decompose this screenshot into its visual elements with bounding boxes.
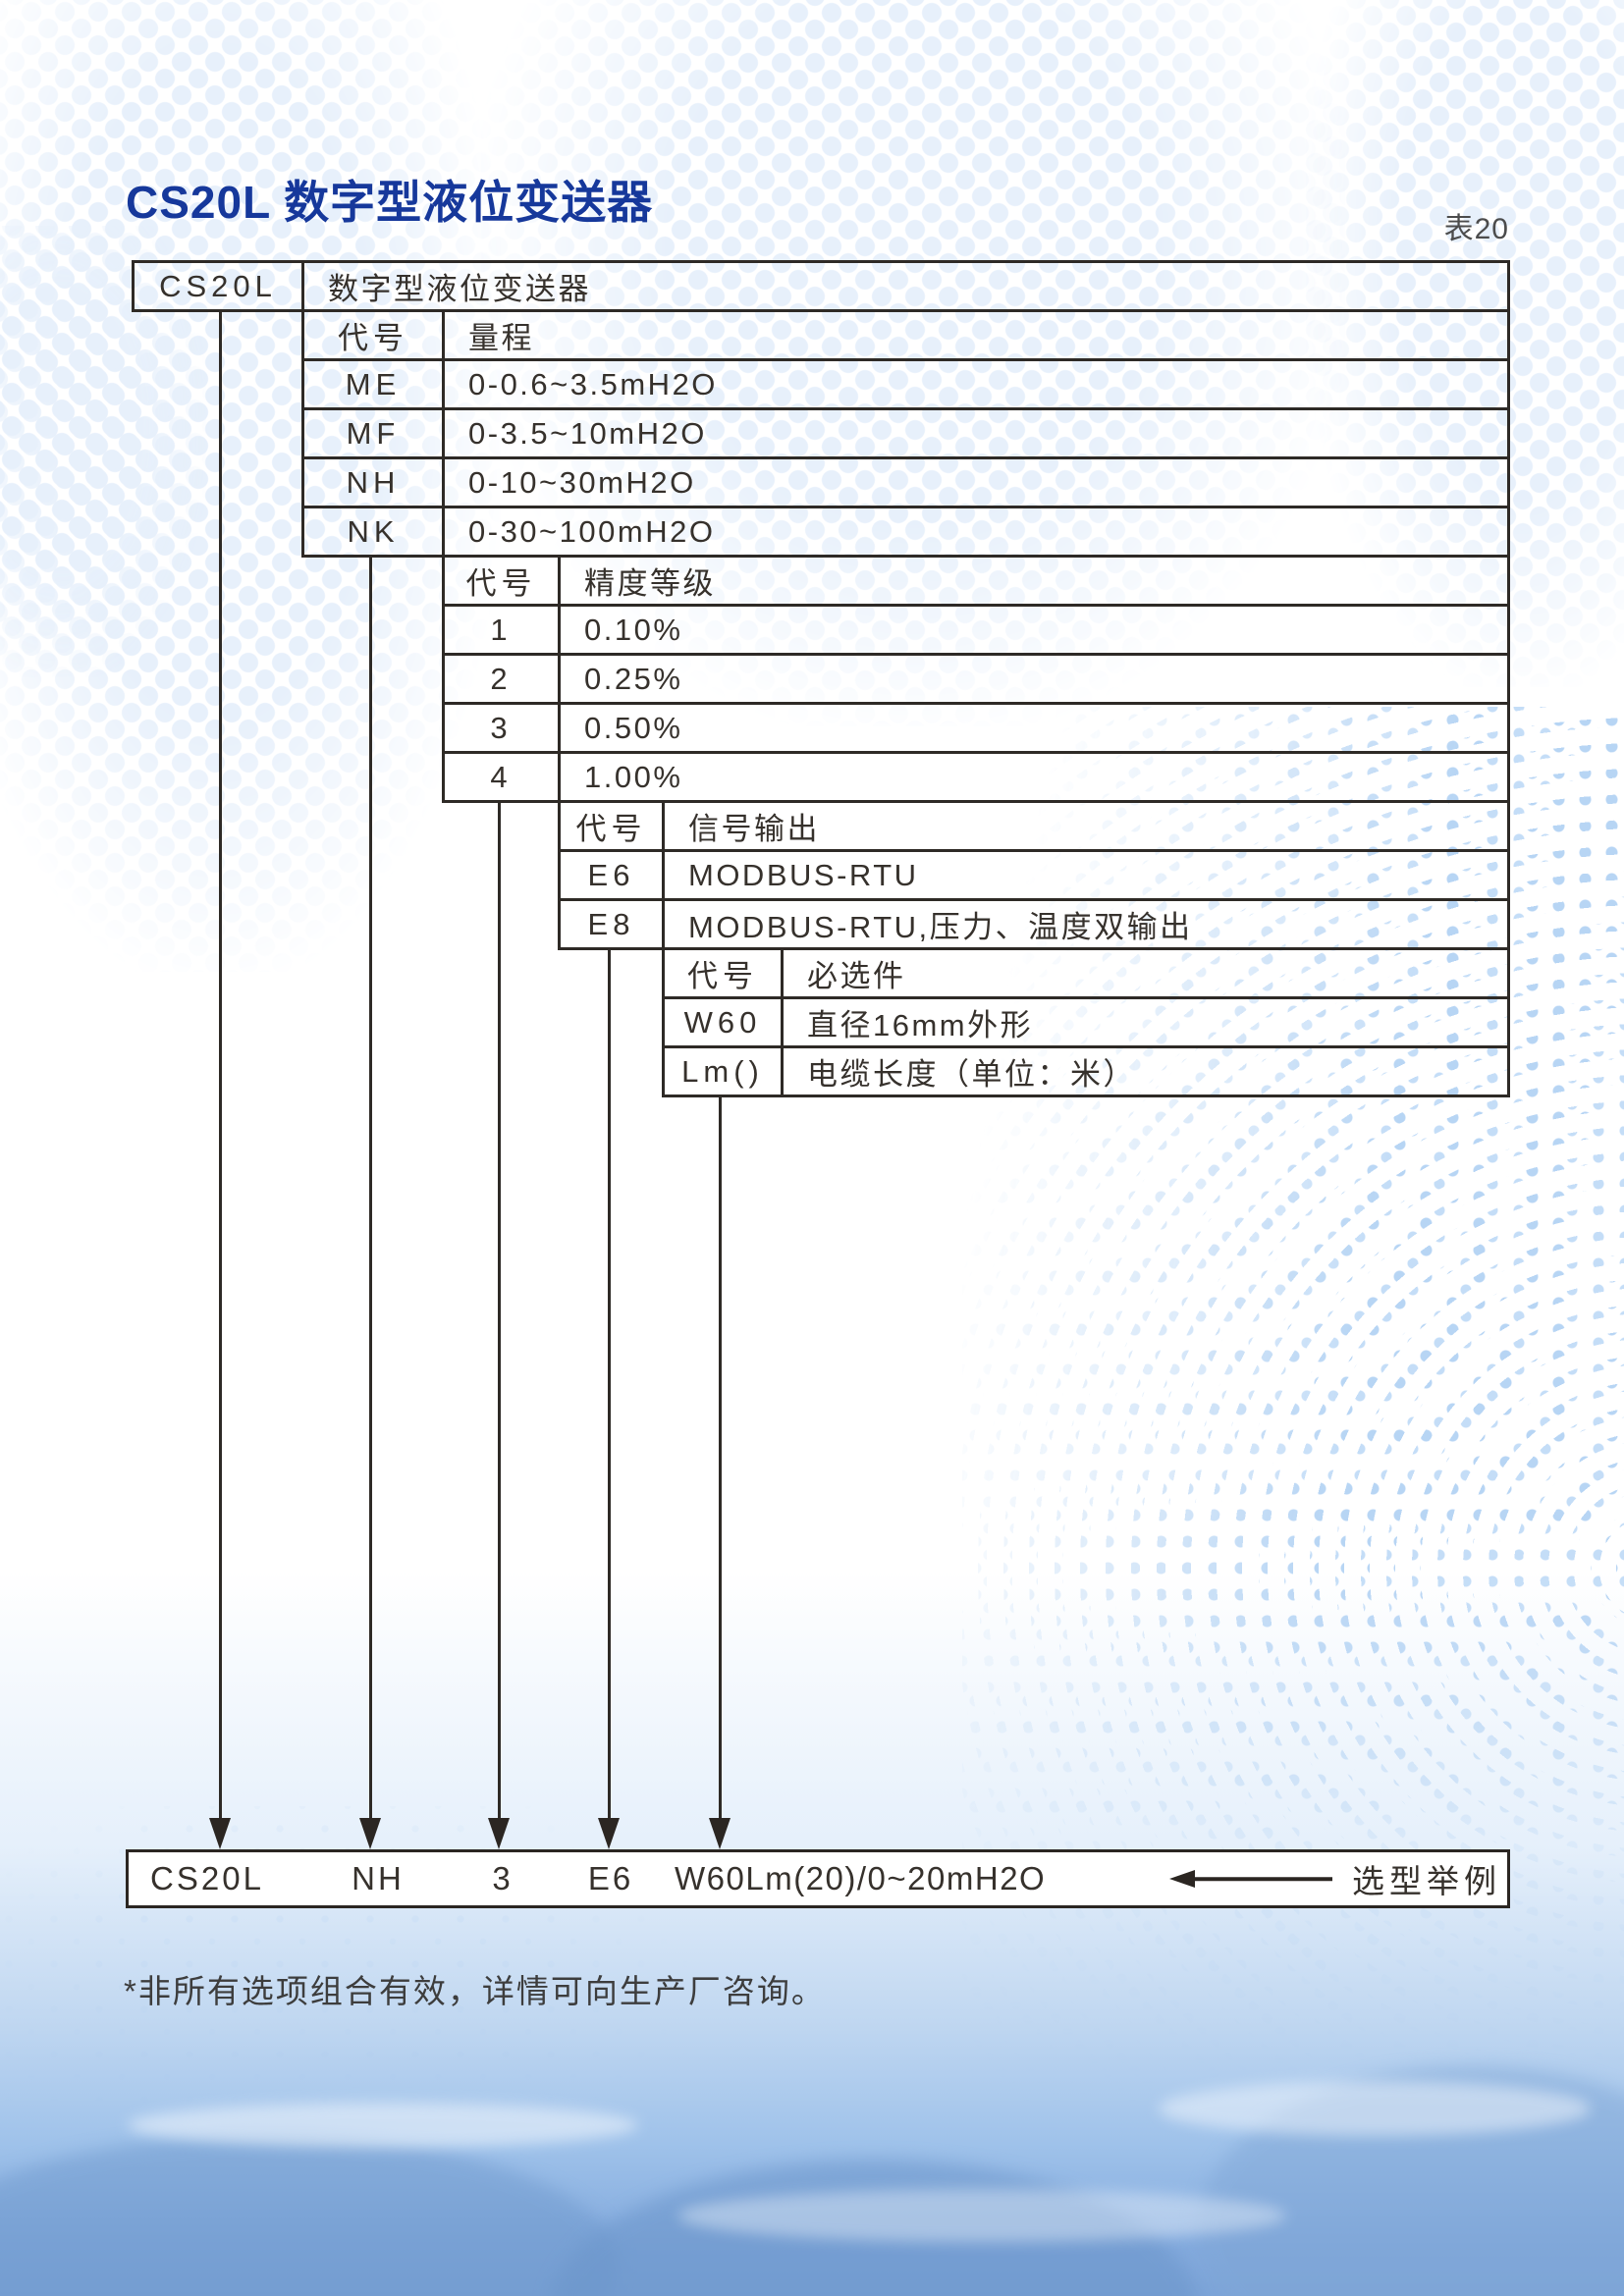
range-code: NH: [304, 459, 445, 506]
map-highlight: [128, 2103, 638, 2148]
accuracy-code: 3: [445, 705, 561, 751]
map-highlight: [677, 2189, 1286, 2242]
table-row-header: 代号 必选件: [662, 947, 1510, 999]
range-code: MF: [304, 410, 445, 456]
signal-code: E8: [561, 901, 665, 947]
range-code: NK: [304, 508, 445, 555]
range-code-header: 代号: [304, 312, 445, 358]
option-code-header: 代号: [665, 950, 784, 996]
left-arrow-icon: [1169, 1870, 1195, 1888]
table-row: NK 0-30~100mH2O: [301, 506, 1510, 558]
leader-line-signal: [608, 947, 611, 1818]
range-code: ME: [304, 361, 445, 407]
down-arrow-icon: [488, 1818, 510, 1849]
accuracy-desc: 1.00%: [584, 759, 683, 794]
table-row: ME 0-0.6~3.5mH2O: [301, 358, 1510, 410]
signal-desc-header: 信号输出: [688, 812, 820, 846]
table-row-header: 代号 量程: [301, 309, 1510, 361]
example-model-code: CS20L: [150, 1860, 264, 1896]
table-row-header: 代号 信号输出: [558, 800, 1510, 852]
example-range-code: NH: [352, 1860, 405, 1896]
accuracy-code: 4: [445, 754, 561, 800]
model-code-cell: CS20L: [135, 263, 304, 309]
table-row: 3 0.50%: [442, 702, 1510, 754]
table-row: 2 0.25%: [442, 653, 1510, 705]
down-arrow-icon: [359, 1818, 381, 1849]
leader-line-accuracy: [498, 800, 501, 1818]
table-row: 1 0.10%: [442, 604, 1510, 656]
accuracy-desc-header: 精度等级: [584, 566, 716, 601]
range-desc: 0-30~100mH2O: [468, 513, 716, 549]
table-row: W60 直径16mm外形: [662, 996, 1510, 1048]
down-arrow-icon: [209, 1818, 231, 1849]
example-label: 选型举例: [1352, 1863, 1501, 1899]
page-title: CS20L 数字型液位变送器: [126, 177, 654, 228]
leader-line-model: [219, 309, 222, 1818]
table-row: E8 MODBUS-RTU,压力、温度双输出: [558, 898, 1510, 950]
accuracy-desc: 0.25%: [584, 661, 683, 696]
signal-desc: MODBUS-RTU: [688, 857, 919, 892]
option-code: Lm(): [665, 1048, 784, 1095]
accuracy-code: 1: [445, 607, 561, 653]
table-row: E6 MODBUS-RTU: [558, 849, 1510, 901]
table-number-label: 表20: [1443, 213, 1509, 245]
range-desc: 0-0.6~3.5mH2O: [468, 366, 718, 401]
halftone-dots-left-mid: [0, 226, 206, 677]
range-desc: 0-10~30mH2O: [468, 464, 696, 500]
signal-code-header: 代号: [561, 803, 665, 849]
accuracy-desc: 0.10%: [584, 612, 683, 647]
world-map-relief: [0, 2042, 1624, 2296]
left-arrow-line: [1193, 1877, 1332, 1881]
down-arrow-icon: [598, 1818, 620, 1849]
accuracy-code-header: 代号: [445, 558, 561, 604]
table-row: 4 1.00%: [442, 751, 1510, 803]
option-desc: 电缆长度（单位：米）: [807, 1057, 1136, 1092]
accuracy-desc: 0.50%: [584, 710, 683, 745]
example-signal-code: E6: [587, 1860, 634, 1896]
table-row-header: 代号 精度等级: [442, 555, 1510, 607]
example-option-code: W60Lm(20)/0~20mH2O: [675, 1860, 1047, 1896]
halftone-dots-top-right: [1306, 0, 1624, 687]
range-desc: 0-3.5~10mH2O: [468, 415, 707, 451]
footnote: *非所有选项组合有效，详情可向生产厂咨询。: [124, 1973, 826, 2009]
signal-code: E6: [561, 852, 665, 898]
ordering-example-box: CS20L NH 3 E6 W60Lm(20)/0~20mH2O 选型举例: [126, 1849, 1510, 1908]
signal-desc: MODBUS-RTU,压力、温度双输出: [688, 910, 1193, 944]
model-name-cell: 数字型液位变送器: [328, 272, 591, 306]
down-arrow-icon: [709, 1818, 731, 1849]
option-desc: 直径16mm外形: [807, 1008, 1034, 1042]
table-row: NH 0-10~30mH2O: [301, 456, 1510, 508]
range-desc-header: 量程: [468, 321, 534, 355]
leader-line-option: [719, 1095, 722, 1818]
option-code: W60: [665, 999, 784, 1045]
example-accuracy-code: 3: [492, 1860, 514, 1896]
map-highlight: [1159, 2081, 1591, 2136]
option-desc-header: 必选件: [807, 959, 906, 993]
table-row-model: CS20L 数字型液位变送器: [132, 260, 1510, 312]
table-row: Lm() 电缆长度（单位：米）: [662, 1045, 1510, 1097]
table-row: MF 0-3.5~10mH2O: [301, 407, 1510, 459]
accuracy-code: 2: [445, 656, 561, 702]
leader-line-range: [369, 555, 372, 1818]
